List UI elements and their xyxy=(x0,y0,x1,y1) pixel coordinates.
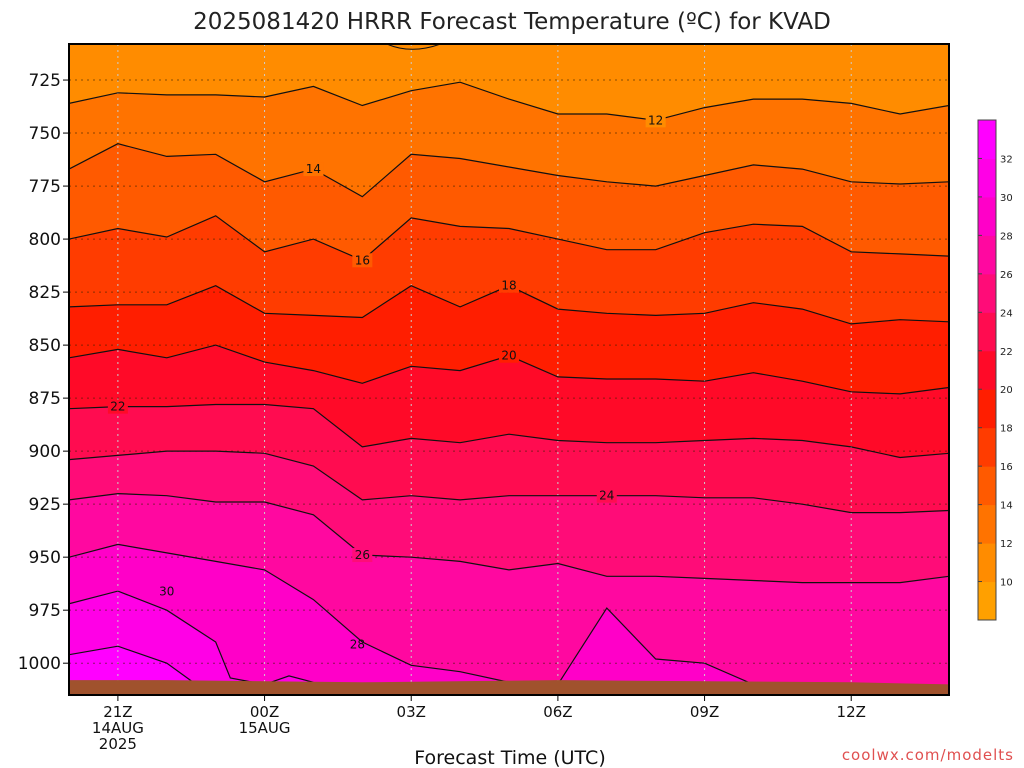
contour-label-14: 14 xyxy=(306,162,321,176)
colorbar-swatch-18 xyxy=(978,389,996,429)
y-tick-label: 800 xyxy=(29,230,61,250)
colorbar-tick-label: 10 xyxy=(1000,578,1013,589)
contour-label-22: 22 xyxy=(110,400,125,414)
colorbar-swatch-22 xyxy=(978,312,996,352)
x-tick-label: 09Z xyxy=(690,703,719,721)
colorbar-legend: 10 12 14 16 18 20 22 24 26 28 30 32 xyxy=(977,119,1013,621)
contour-label-12: 12 xyxy=(648,113,663,127)
colorbar-swatch-16 xyxy=(978,427,996,467)
y-tick-label: 750 xyxy=(29,124,61,144)
contour-label-28: 28 xyxy=(350,637,365,651)
colorbar-swatch-8 xyxy=(978,581,996,621)
y-axis: 725 750 775 800 825 850 875 900 925 950 975 1000 xyxy=(18,71,69,674)
colorbar-tick-label: 20 xyxy=(1000,385,1013,396)
contour-label-bg xyxy=(645,113,666,128)
x-tick-label: 14AUG xyxy=(92,719,144,737)
colorbar-tick-label: 18 xyxy=(1000,424,1013,435)
contour-line-26 xyxy=(69,492,949,584)
y-tick-label: 900 xyxy=(29,442,61,462)
colorbar-swatch-28 xyxy=(978,196,996,236)
colorbar-swatch-26 xyxy=(978,235,996,275)
contour-label-24: 24 xyxy=(599,489,614,503)
y-tick-label: 775 xyxy=(29,177,61,197)
y-tick-label: 825 xyxy=(29,283,61,303)
colorbar-frame xyxy=(977,119,997,621)
colorbar-tick-label: 24 xyxy=(1000,308,1013,319)
plot-area: 12 14 16 18 20 22 24 26 28 30 xyxy=(68,43,950,696)
contour-label-bg xyxy=(352,253,373,268)
plot-fill-layer: 12 14 16 18 20 22 24 26 28 30 xyxy=(69,44,949,695)
contour-label-26: 26 xyxy=(355,548,370,562)
colorbar-tick-label: 26 xyxy=(1000,270,1013,281)
plot-frame xyxy=(68,43,950,696)
colorbar-tick-label: 30 xyxy=(1000,193,1013,204)
colorbar-tick-label: 22 xyxy=(1000,347,1013,358)
surface-terrain xyxy=(69,680,949,695)
contour-label-bg xyxy=(596,488,617,503)
colorbar-swatch-32 xyxy=(978,120,996,159)
contour-line-32 xyxy=(69,645,197,685)
contour-label-bg xyxy=(499,348,519,363)
y-tick-label: 875 xyxy=(29,389,61,409)
y-tick-label: 1000 xyxy=(18,654,61,674)
x-tick-label: 00Z xyxy=(250,703,279,721)
colorbar-swatch-12 xyxy=(978,504,996,544)
y-tick-label: 975 xyxy=(29,601,61,621)
x-tick-label: 03Z xyxy=(397,703,426,721)
x-tick-label: 21Z xyxy=(103,703,132,721)
colorbar-swatch-14 xyxy=(978,466,996,506)
contour-line-12 xyxy=(69,81,949,121)
colorbar-tick-label: 14 xyxy=(1000,501,1013,512)
colorbar-tick-label: 16 xyxy=(1000,462,1013,473)
contour-label-18: 18 xyxy=(501,279,516,293)
x-tick-label: 15AUG xyxy=(239,719,291,737)
colorbar-swatch-20 xyxy=(978,350,996,390)
contour-line-28 xyxy=(69,543,803,688)
contour-line-22 xyxy=(69,403,949,459)
y-tick-label: 725 xyxy=(29,71,61,91)
credit-link[interactable]: coolwx.com/modelts xyxy=(842,746,1014,764)
chart-title: 2025081420 HRRR Forecast Temperature (ºC… xyxy=(193,9,831,35)
x-tick-label: 06Z xyxy=(543,703,572,721)
colorbar-swatch-24 xyxy=(978,273,996,313)
x-axis-label: Forecast Time (UTC) xyxy=(414,747,605,768)
contour-label-bg xyxy=(352,548,373,563)
x-tick-label: 2025 xyxy=(99,735,137,753)
contour-line-14 xyxy=(69,143,949,198)
band-fill-28 xyxy=(69,544,803,695)
contour-label-bg xyxy=(107,399,128,414)
colorbar-tick-label: 32 xyxy=(1000,154,1013,165)
contour-label-30: 30 xyxy=(159,584,174,598)
contour-line-16 xyxy=(69,215,949,262)
y-tick-label: 850 xyxy=(29,336,61,356)
y-tick-label: 950 xyxy=(29,548,61,568)
contour-line-24 xyxy=(69,450,949,514)
colorbar-tick-label: 28 xyxy=(1000,231,1013,242)
colorbar-swatch-30 xyxy=(978,158,996,198)
contour-label-16: 16 xyxy=(355,253,370,267)
colorbar-swatch-10 xyxy=(978,543,996,583)
contour-label-bg xyxy=(499,278,519,293)
contour-line-30 xyxy=(69,590,314,686)
contour-label-bg xyxy=(303,162,324,177)
contour-label-20: 20 xyxy=(501,349,516,363)
y-tick-label: 925 xyxy=(29,495,61,515)
colorbar-tick-label: 12 xyxy=(1000,539,1013,550)
x-tick-label: 12Z xyxy=(837,703,866,721)
